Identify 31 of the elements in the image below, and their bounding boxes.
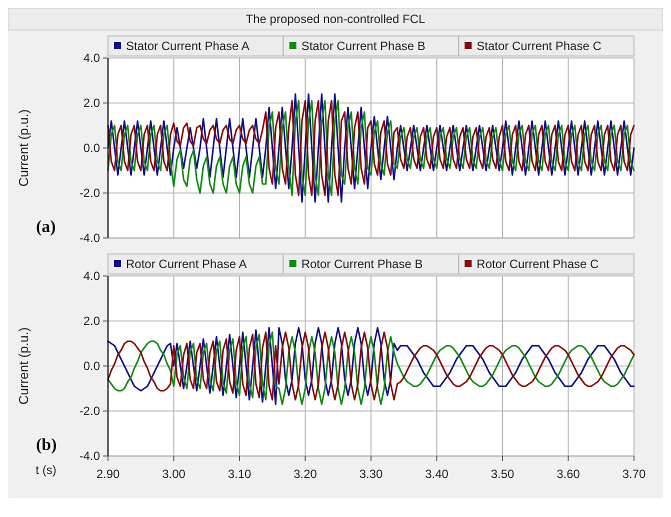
chart-title: The proposed non-controlled FCL [246,12,426,26]
y-tick-label: -4.0 [79,449,100,463]
y-tick-label: -4.0 [79,231,100,245]
y-tick-label: -2.0 [79,186,100,200]
x-tick-label: 3.30 [359,467,383,481]
y-tick-label: -2.0 [79,404,100,418]
x-tick-label: 3.70 [622,467,646,481]
legend-label: Stator Current Phase C [476,39,602,53]
legend-label: Stator Current Phase B [301,39,426,53]
legend-label: Rotor Current Phase A [126,257,247,271]
x-tick-label: 3.20 [294,467,318,481]
legend-label: Stator Current Phase A [126,39,250,53]
x-tick-label: 3.40 [425,467,449,481]
y-axis-title: Current (p.u.) [16,109,31,187]
y-tick-label: 0.0 [83,141,100,155]
x-tick-label: 3.50 [490,467,514,481]
y-tick-label: 4.0 [83,269,100,283]
x-tick-label: 3.10 [228,467,252,481]
y-tick-label: 0.0 [83,359,100,373]
y-tick-label: 4.0 [83,51,100,65]
x-axis-title: t (s) [36,463,56,477]
y-axis-title: Current (p.u.) [16,327,31,405]
x-tick-label: 3.60 [556,467,580,481]
text: (b) [36,435,57,454]
text: (a) [36,217,56,236]
y-tick-label: 2.0 [83,96,100,110]
legend-label: Rotor Current Phase C [476,257,600,271]
legend-label: Rotor Current Phase B [301,257,423,271]
x-tick-label: 2.90 [96,467,120,481]
y-tick-label: 2.0 [83,314,100,328]
x-tick-label: 3.00 [162,467,186,481]
